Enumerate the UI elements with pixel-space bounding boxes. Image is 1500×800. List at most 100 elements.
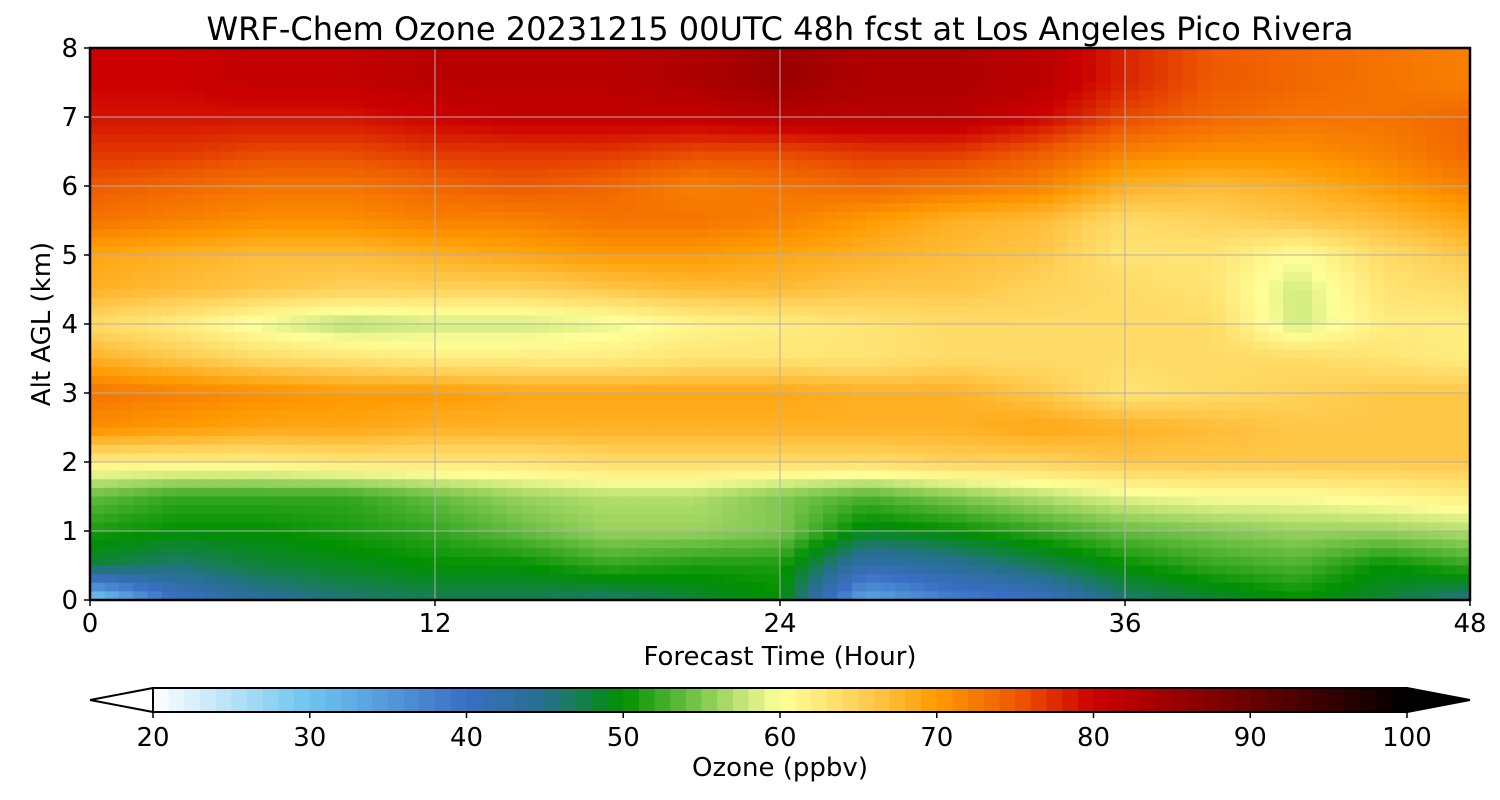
heatmap-cell bbox=[1254, 220, 1270, 230]
heatmap-cell bbox=[1067, 306, 1083, 316]
heatmap-cell bbox=[808, 91, 824, 101]
heatmap-cell bbox=[1297, 117, 1313, 127]
heatmap-cell bbox=[1010, 203, 1025, 213]
heatmap-cell bbox=[118, 487, 134, 498]
heatmap-cell bbox=[607, 151, 623, 161]
heatmap-cell bbox=[118, 142, 134, 153]
heatmap-cell bbox=[1010, 298, 1025, 308]
heatmap-cell bbox=[823, 358, 839, 368]
heatmap-cell bbox=[593, 99, 609, 109]
heatmap-cell bbox=[1441, 280, 1457, 291]
heatmap-cell bbox=[1398, 462, 1414, 472]
heatmap-cell bbox=[219, 99, 235, 109]
heatmap-cell bbox=[1455, 65, 1471, 75]
heatmap-cell bbox=[133, 332, 149, 342]
heatmap-cell bbox=[1196, 65, 1212, 75]
heatmap-cell bbox=[334, 341, 350, 351]
heatmap-cell bbox=[492, 358, 508, 368]
heatmap-cell bbox=[578, 220, 594, 230]
heatmap-cell bbox=[377, 65, 393, 75]
heatmap-cell bbox=[205, 272, 220, 282]
heatmap-cell bbox=[693, 246, 709, 256]
heatmap-cell bbox=[1340, 401, 1356, 411]
heatmap-cell bbox=[176, 367, 192, 377]
heatmap-cell bbox=[1153, 237, 1169, 247]
heatmap-cell bbox=[995, 358, 1011, 368]
heatmap-cell bbox=[1139, 263, 1155, 273]
heatmap-cell bbox=[449, 324, 465, 334]
heatmap-cell bbox=[895, 470, 910, 480]
heatmap-cell bbox=[1340, 479, 1356, 489]
heatmap-cell bbox=[1426, 289, 1442, 299]
heatmap-cell bbox=[305, 91, 321, 101]
heatmap-cell bbox=[1053, 177, 1069, 187]
heatmap-cell bbox=[578, 229, 594, 239]
heatmap-cell bbox=[981, 168, 997, 178]
heatmap-cell bbox=[420, 91, 436, 101]
heatmap-cell bbox=[90, 108, 105, 118]
heatmap-cell bbox=[406, 220, 422, 230]
heatmap-cell bbox=[564, 375, 580, 385]
heatmap-cell bbox=[880, 315, 896, 325]
heatmap-cell bbox=[895, 255, 910, 265]
heatmap-cell bbox=[305, 255, 321, 265]
heatmap-cell bbox=[1139, 341, 1155, 351]
heatmap-cell bbox=[693, 349, 709, 360]
heatmap-cell bbox=[1081, 56, 1097, 66]
heatmap-cell bbox=[176, 160, 192, 170]
heatmap-cell bbox=[636, 470, 652, 480]
heatmap-cell bbox=[995, 211, 1011, 222]
heatmap-cell bbox=[377, 367, 393, 377]
heatmap-cell bbox=[1355, 341, 1370, 351]
heatmap-cell bbox=[1311, 444, 1327, 454]
heatmap-cell bbox=[895, 306, 910, 316]
heatmap-cell bbox=[722, 384, 738, 394]
heatmap-cell bbox=[1398, 410, 1414, 420]
heatmap-cell bbox=[1081, 341, 1097, 351]
heatmap-cell bbox=[751, 160, 767, 170]
heatmap-cell bbox=[765, 177, 781, 187]
heatmap-cell bbox=[133, 401, 149, 411]
heatmap-cell bbox=[593, 341, 609, 351]
heatmap-cell bbox=[765, 142, 781, 153]
heatmap-cell bbox=[348, 246, 364, 256]
heatmap-cell bbox=[909, 479, 925, 489]
heatmap-cell bbox=[722, 142, 738, 153]
heatmap-cell bbox=[1240, 453, 1255, 463]
heatmap-cell bbox=[895, 246, 910, 256]
heatmap-cell bbox=[276, 470, 292, 480]
heatmap-cell bbox=[1268, 401, 1284, 411]
heatmap-cell bbox=[765, 418, 781, 429]
heatmap-cell bbox=[1196, 470, 1212, 480]
heatmap-cell bbox=[780, 255, 795, 265]
heatmap-cell bbox=[1067, 332, 1083, 342]
heatmap-cell bbox=[981, 56, 997, 66]
heatmap-cell bbox=[1311, 280, 1327, 291]
heatmap-cell bbox=[219, 453, 235, 463]
heatmap-cell bbox=[1110, 384, 1126, 394]
heatmap-cell bbox=[435, 315, 450, 325]
heatmap-cell bbox=[1139, 117, 1155, 127]
heatmap-cell bbox=[1412, 168, 1428, 178]
heatmap-cell bbox=[679, 453, 695, 463]
heatmap-cell bbox=[1268, 263, 1284, 273]
heatmap-cell bbox=[621, 427, 637, 437]
heatmap-cell bbox=[535, 125, 551, 135]
heatmap-cell bbox=[463, 418, 479, 429]
heatmap-cell bbox=[205, 349, 220, 360]
heatmap-cell bbox=[334, 479, 350, 489]
heatmap-cell bbox=[334, 246, 350, 256]
heatmap-cell bbox=[377, 108, 393, 118]
heatmap-cell bbox=[1268, 367, 1284, 377]
heatmap-cell bbox=[1139, 56, 1155, 66]
heatmap-cell bbox=[248, 479, 264, 489]
heatmap-cell bbox=[1038, 358, 1054, 368]
heatmap-cell bbox=[147, 436, 163, 446]
heatmap-cell bbox=[621, 332, 637, 342]
heatmap-cell bbox=[578, 487, 594, 498]
heatmap-cell bbox=[1053, 168, 1069, 178]
heatmap-cell bbox=[1383, 194, 1399, 204]
heatmap-cell bbox=[521, 220, 537, 230]
heatmap-cell bbox=[751, 125, 767, 135]
heatmap-cell bbox=[535, 479, 551, 489]
